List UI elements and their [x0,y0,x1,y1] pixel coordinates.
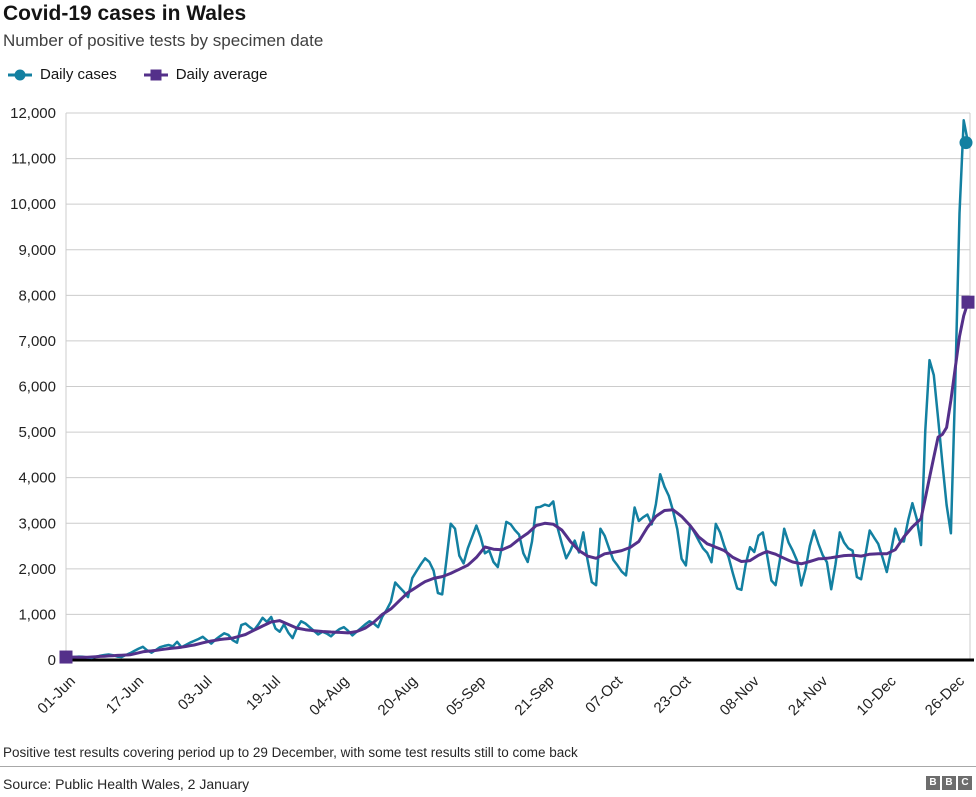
svg-text:23-Oct: 23-Oct [651,672,695,716]
svg-text:20-Aug: 20-Aug [375,673,421,719]
chart-footnote: Positive test results covering period up… [3,745,578,760]
svg-text:4,000: 4,000 [18,470,56,487]
svg-text:9,000: 9,000 [18,242,56,259]
footer-divider [0,766,976,767]
svg-text:10,000: 10,000 [10,196,56,213]
svg-text:26-Dec: 26-Dec [922,672,969,719]
page-title: Covid-19 cases in Wales [3,2,247,25]
svg-text:03-Jul: 03-Jul [175,673,216,714]
svg-text:11,000: 11,000 [11,151,56,168]
svg-text:10-Dec: 10-Dec [853,672,900,719]
svg-text:1,000: 1,000 [18,606,56,623]
svg-text:7,000: 7,000 [18,333,56,350]
svg-text:0: 0 [48,652,56,669]
legend-label-daily-cases: Daily cases [40,66,117,83]
source-text: Source: Public Health Wales, 2 January [3,776,250,792]
daily-cases-marker-icon [7,68,33,82]
page-subtitle: Number of positive tests by specimen dat… [3,31,324,50]
bbc-logo: B B C [926,776,972,790]
svg-text:24-Nov: 24-Nov [785,672,832,719]
legend-item-daily-average: Daily average [143,66,268,83]
svg-text:21-Sep: 21-Sep [511,673,557,719]
bbc-logo-block: C [958,776,972,790]
svg-text:19-Jul: 19-Jul [243,673,284,714]
bbc-logo-block: B [942,776,956,790]
svg-text:01-Jun: 01-Jun [34,673,78,717]
svg-text:8,000: 8,000 [18,287,56,304]
legend-item-daily-cases: Daily cases [7,66,117,83]
svg-text:17-Jun: 17-Jun [103,673,147,717]
svg-text:6,000: 6,000 [18,379,56,396]
legend-label-daily-average: Daily average [175,66,268,83]
svg-text:12,000: 12,000 [10,105,56,122]
bbc-logo-block: B [926,776,940,790]
svg-text:2,000: 2,000 [18,561,56,578]
daily-average-marker-icon [143,68,169,82]
svg-text:07-Oct: 07-Oct [582,672,626,716]
svg-text:05-Sep: 05-Sep [443,673,489,719]
svg-text:5,000: 5,000 [18,424,56,441]
covid-cases-line-chart: 0 1,000 2,000 3,000 4,000 5,000 6,000 7,000 8,00… [10,105,975,719]
svg-text:04-Aug: 04-Aug [306,673,352,719]
chart-legend: Daily cases Daily average [7,66,267,83]
svg-text:3,000: 3,000 [18,515,56,532]
svg-text:08-Nov: 08-Nov [717,672,764,719]
